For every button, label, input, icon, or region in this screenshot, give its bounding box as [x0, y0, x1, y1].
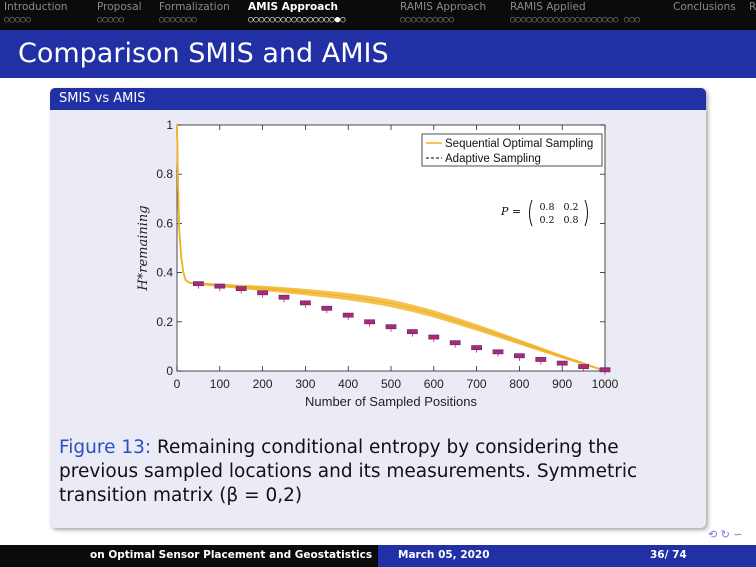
footer-page-number: 36/ 74 [650, 549, 687, 561]
footer-bar: on Optimal Sensor Placement and Geostati… [0, 545, 756, 567]
matrix-entry: 0.8 [563, 215, 578, 226]
footer-title: on Optimal Sensor Placement and Geostati… [90, 549, 373, 561]
nav-dots-amis-approach[interactable]: ○○○○○○○○○○○○○○○○●○ [248, 15, 346, 25]
nav-section-proposal[interactable]: Proposal [97, 1, 142, 13]
nav-section-amis-approach[interactable]: AMIS Approach [248, 1, 339, 13]
x-tick-label: 600 [424, 377, 444, 391]
caption-label: Figure 13: [59, 437, 152, 458]
y-tick-label: 0 [166, 364, 173, 378]
x-tick-label: 400 [338, 377, 358, 391]
x-tick-label: 0 [174, 377, 181, 391]
x-tick-label: 800 [509, 377, 529, 391]
block-title: SMIS vs AMIS [59, 91, 146, 106]
x-tick-label: 700 [467, 377, 487, 391]
legend-label-sequential: Sequential Optimal Sampling [445, 138, 593, 150]
title-bar: Comparison SMIS and AMIS [0, 30, 756, 78]
footer-left: on Optimal Sensor Placement and Geostati… [0, 545, 378, 567]
footer-date: March 05, 2020 [398, 549, 490, 561]
block-header: SMIS vs AMIS [50, 88, 706, 110]
y-tick-label: 1 [166, 118, 173, 132]
adaptive-series [192, 281, 611, 375]
entropy-chart: 0 100 200 300 400 500 600 700 800 900 1000 0 0.2 0.4 0… [136, 118, 619, 409]
matrix-entry: 0.2 [539, 215, 554, 226]
legend-box [421, 133, 603, 167]
sequential-line [176, 124, 606, 372]
x-tick-label: 300 [295, 377, 315, 391]
x-tick-label: 1000 [592, 377, 619, 391]
nav-dots-ramis-approach[interactable]: ○○○○○○○○○○ [400, 15, 455, 25]
figure-caption: Figure 13: Remaining conditional entropy… [59, 436, 699, 508]
legend-label-adaptive: Adaptive Sampling [445, 153, 541, 165]
matrix-right-paren [584, 199, 588, 227]
nav-section-formalization[interactable]: Formalization [159, 1, 230, 13]
nav-dots-formalization[interactable]: ○○○○○○○ [159, 15, 197, 25]
nav-section-references[interactable]: R [749, 1, 756, 13]
x-tick-label: 900 [552, 377, 572, 391]
matrix-entry: 0.2 [563, 202, 578, 213]
matrix-annotation: P = 0.8 0.2 0.2 0.8 [500, 199, 588, 227]
nav-dots-introduction[interactable]: ○○○○○ [4, 15, 32, 25]
nav-dots-ramis-applied[interactable]: ○○○○○○○○○○○○○○○○○○○○ ○○○ [510, 15, 641, 25]
x-tick-label: 500 [381, 377, 401, 391]
footer-right: March 05, 2020 36/ 74 [378, 545, 756, 567]
matrix-left-paren [529, 199, 533, 227]
matrix-label: P = [500, 205, 521, 218]
sequential-series [176, 124, 606, 372]
y-tick-label: 0.4 [156, 266, 173, 280]
matrix-entry: 0.8 [539, 202, 554, 213]
x-tick-label: 200 [253, 377, 273, 391]
nav-dots-proposal[interactable]: ○○○○○ [97, 15, 125, 25]
x-axis-label: Number of Sampled Positions [305, 394, 477, 409]
content-block: SMIS vs AMIS 0 100 200 300 400 500 600 700 800 90… [50, 88, 706, 528]
section-navigation-bar: Introduction ○○○○○ Proposal ○○○○○ Formal… [0, 0, 756, 30]
caption-text: Remaining conditional entropy by conside… [59, 437, 638, 506]
beamer-navigation-icons[interactable]: ⟲ ↻ ∽ [708, 528, 743, 541]
y-axis-label: H*remaining [136, 205, 151, 291]
nav-section-conclusions[interactable]: Conclusions [673, 1, 736, 13]
y-tick-label: 0.6 [156, 216, 173, 230]
nav-section-introduction[interactable]: Introduction [4, 1, 68, 13]
y-tick-label: 0.2 [156, 315, 173, 329]
nav-section-ramis-applied[interactable]: RAMIS Applied [510, 1, 586, 13]
y-tick-label: 0.8 [156, 167, 173, 181]
slide-title: Comparison SMIS and AMIS [18, 38, 389, 69]
x-tick-label: 100 [210, 377, 230, 391]
legend: Sequential Optimal Sampling Adaptive Samp… [421, 133, 603, 167]
nav-section-ramis-approach[interactable]: RAMIS Approach [400, 1, 487, 13]
